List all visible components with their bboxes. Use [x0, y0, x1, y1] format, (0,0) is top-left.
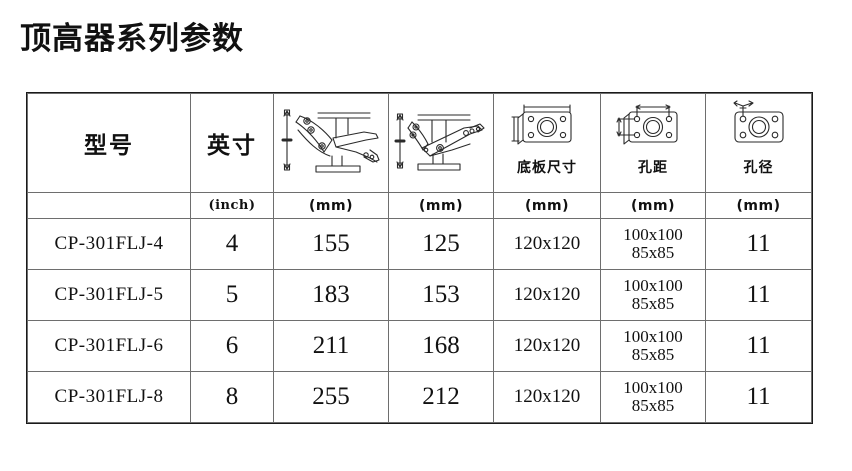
- header-cell-bore: 孔径: [705, 93, 812, 193]
- cell-plate: 120x120: [493, 320, 601, 372]
- header-cell-dim2: [388, 93, 494, 193]
- units-label-pitch: (mm): [631, 197, 675, 214]
- cell-bore: 11: [705, 269, 812, 321]
- header-cell-model: 型号: [27, 93, 191, 193]
- header-cell-pitch: 孔距: [600, 93, 706, 193]
- cell-inch: 8: [190, 371, 274, 423]
- cell-dim1: 155: [273, 218, 389, 270]
- cell-plate: 120x120: [493, 371, 601, 423]
- cell-pitch: 100x100 85x85: [600, 218, 706, 270]
- table-row: CP-301FLJ-4 4 155 125 120x120: [27, 218, 812, 270]
- pitch-line-2: 85x85: [631, 396, 675, 415]
- cell-pitch: 100x100 85x85: [600, 371, 706, 423]
- table-row: CP-301FLJ-6 6 211 168 120x120: [27, 320, 812, 372]
- pitch-line-1: 100x100: [623, 378, 683, 398]
- header-label-bore: 孔径: [743, 160, 774, 176]
- cell-dim2: 125: [388, 218, 494, 270]
- header-cell-inch: 英寸: [190, 93, 274, 193]
- hole-pitch-icon: [613, 100, 693, 154]
- units-cell-inch: (inch): [190, 192, 274, 219]
- cell-dim2: 212: [388, 371, 494, 423]
- spec-table: 型号 英寸: [26, 92, 813, 424]
- units-label-plate: (mm): [525, 197, 569, 214]
- pitch-line-1: 100x100: [623, 276, 683, 296]
- table-row: CP-301FLJ-8 8 255 212 120x120: [27, 371, 812, 423]
- page-title: 顶高器系列参数: [20, 21, 244, 57]
- table-row: CP-301FLJ-5 5 183 153 120x120: [27, 269, 812, 321]
- header-label-inch: 英寸: [207, 132, 257, 159]
- cell-dim1: 255: [273, 371, 389, 423]
- hole-bore-icon: [719, 100, 799, 154]
- units-cell-model: [27, 192, 191, 219]
- spec-table-container: 型号 英寸: [26, 92, 813, 424]
- cell-bore: 11: [705, 320, 812, 372]
- cell-dim2: 168: [388, 320, 494, 372]
- pitch-line-1: 100x100: [623, 327, 683, 347]
- cell-inch: 6: [190, 320, 274, 372]
- pitch-line-2: 85x85: [631, 345, 675, 364]
- base-plate-icon: [507, 100, 587, 154]
- cell-model: CP-301FLJ-6: [27, 320, 191, 372]
- units-cell-dim2: (mm): [388, 192, 494, 219]
- cell-inch: 5: [190, 269, 274, 321]
- cell-bore: 11: [705, 218, 812, 270]
- cell-pitch: 100x100 85x85: [600, 320, 706, 372]
- units-label-dim1: (mm): [309, 197, 353, 214]
- units-label-bore: (mm): [736, 197, 781, 214]
- header-label-pitch: 孔距: [638, 160, 668, 176]
- jack-raised-icon: [278, 100, 384, 180]
- pitch-line-2: 85x85: [631, 294, 675, 313]
- table-units-row: (inch) (mm) (mm) (mm) (mm) (mm: [27, 192, 812, 219]
- cell-dim1: 211: [273, 320, 389, 372]
- table-header-row: 型号 英寸: [27, 93, 812, 193]
- cell-bore: 11: [705, 371, 812, 423]
- units-cell-dim1: (mm): [273, 192, 389, 219]
- cell-model: CP-301FLJ-5: [27, 269, 191, 321]
- jack-lowered-icon: [392, 100, 490, 180]
- cell-plate: 120x120: [493, 269, 601, 321]
- header-cell-dim1: [273, 93, 389, 193]
- cell-pitch: 100x100 85x85: [600, 269, 706, 321]
- units-label-dim2: (mm): [419, 197, 463, 214]
- header-label-model: 型号: [84, 132, 134, 159]
- units-cell-pitch: (mm): [600, 192, 706, 219]
- cell-inch: 4: [190, 218, 274, 270]
- units-cell-bore: (mm): [705, 192, 812, 219]
- units-cell-plate: (mm): [493, 192, 601, 219]
- cell-plate: 120x120: [493, 218, 601, 270]
- cell-model: CP-301FLJ-4: [27, 218, 191, 270]
- pitch-line-2: 85x85: [631, 243, 675, 262]
- cell-dim2: 153: [388, 269, 494, 321]
- units-label-inch: (inch): [208, 198, 256, 213]
- cell-dim1: 183: [273, 269, 389, 321]
- header-cell-plate: 底板尺寸: [493, 93, 601, 193]
- pitch-line-1: 100x100: [623, 225, 683, 245]
- cell-model: CP-301FLJ-8: [27, 371, 191, 423]
- header-label-plate: 底板尺寸: [517, 160, 577, 176]
